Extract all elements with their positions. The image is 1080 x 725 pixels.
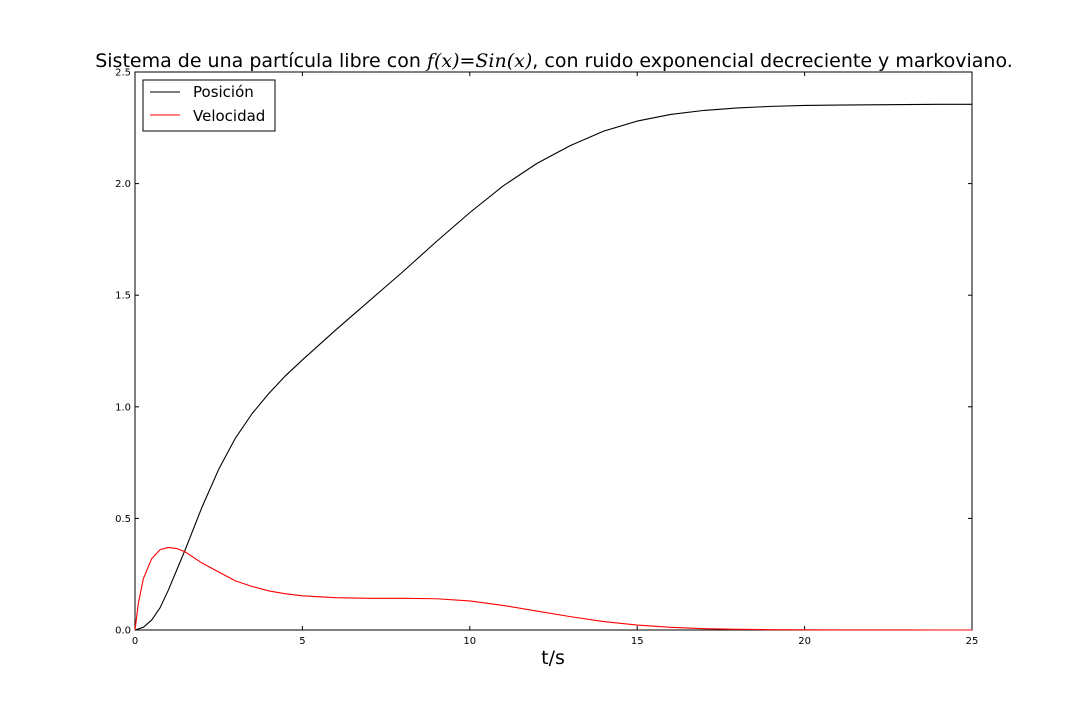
y-tick-label: 2.5 — [115, 68, 131, 79]
x-tick-label: 25 — [966, 636, 979, 647]
legend-label-posicion: Posición — [193, 83, 254, 101]
chart-title-math: f(x)=Sin(x) — [425, 50, 532, 72]
chart-title-prefix: Sistema de una partícula libre con — [95, 50, 427, 72]
chart-title: Sistema de una partícula libre con f(x)=… — [95, 50, 1013, 72]
x-tick-label: 10 — [463, 636, 476, 647]
x-axis-label: t/s — [541, 647, 565, 669]
y-tick-label: 1.5 — [115, 291, 131, 302]
axis-ticks: 0 5 10 15 20 25 0.0 0.5 1.0 1.5 2.0 2.5 — [115, 68, 978, 648]
x-tick-label: 5 — [299, 636, 305, 647]
legend-box — [142, 79, 276, 132]
y-tick-label: 0.5 — [115, 514, 131, 525]
legend: Posición Velocidad — [142, 79, 276, 132]
y-tick-label: 2.0 — [115, 179, 131, 190]
series-lines — [134, 103, 972, 631]
x-tick-label: 0 — [132, 636, 138, 647]
chart-title-suffix: , con ruido exponencial decreciente y ma… — [532, 50, 1012, 72]
y-tick-label: 1.0 — [115, 402, 131, 413]
y-tick-label: 0.0 — [115, 626, 131, 637]
x-tick-label: 20 — [798, 636, 811, 647]
series-line-velocidad — [134, 546, 972, 631]
series-line-posicion — [134, 103, 972, 631]
plot-area — [134, 71, 973, 631]
legend-label-velocidad: Velocidad — [193, 107, 265, 125]
x-tick-label: 15 — [631, 636, 644, 647]
